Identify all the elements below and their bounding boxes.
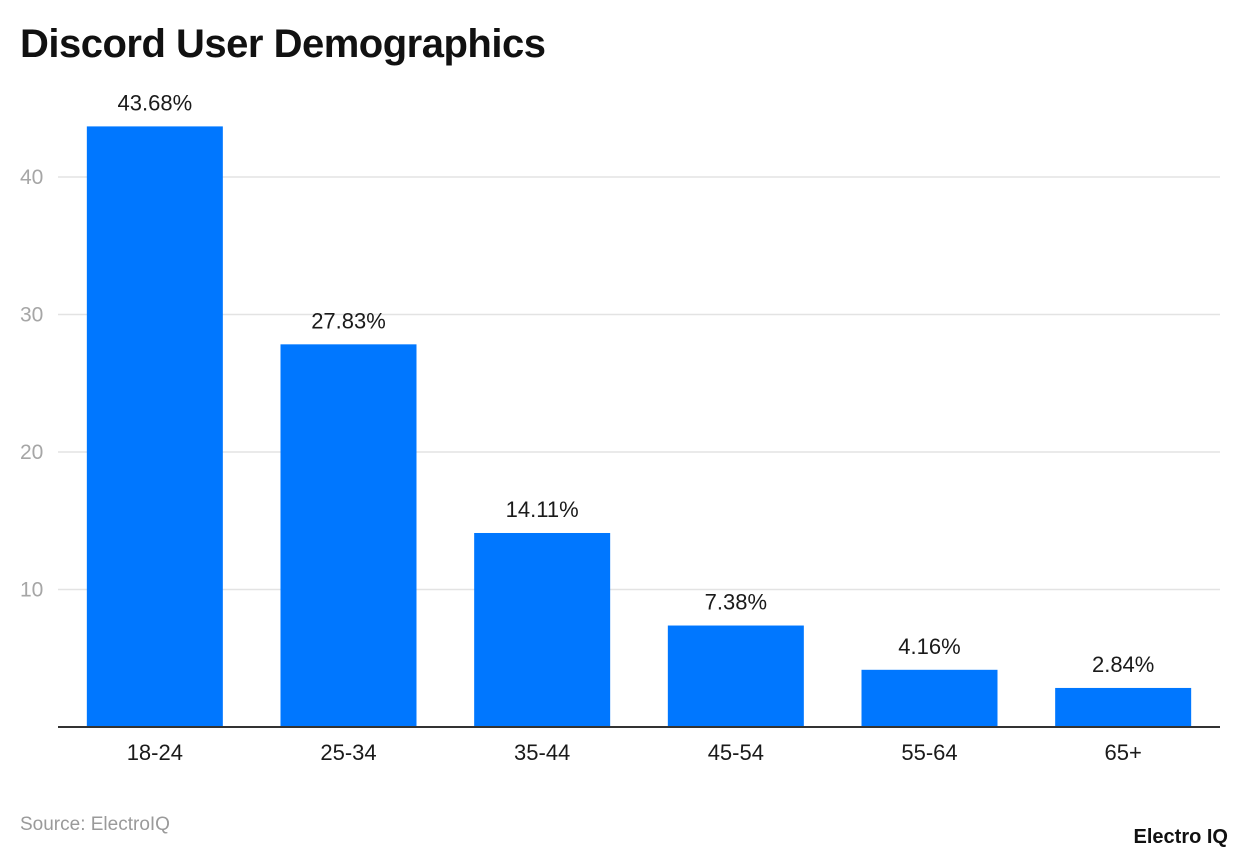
source-note: Source: ElectroIQ: [20, 814, 170, 835]
gridlines: [58, 176, 1220, 591]
data-label: 2.84%: [1092, 652, 1154, 677]
data-label: 27.83%: [311, 308, 386, 333]
x-tick-label: 35-44: [514, 740, 570, 765]
bars: [86, 126, 1192, 727]
data-label: 43.68%: [118, 90, 193, 115]
data-label: 14.11%: [506, 497, 579, 522]
data-label: 7.38%: [705, 590, 767, 615]
y-tick-label: 20: [20, 441, 43, 464]
chart-title: Discord User Demographics: [20, 22, 546, 66]
x-tick-label: 25-34: [320, 740, 376, 765]
bar: [1055, 687, 1192, 727]
bar: [667, 625, 804, 727]
x-tick-label: 18-24: [127, 740, 183, 765]
bar: [861, 669, 998, 727]
data-label: 4.16%: [898, 634, 960, 659]
x-tick-label: 55-64: [901, 740, 957, 765]
labels: 10 20 30 40 43.68% 18-24 27.83% 25-34 14.11% 35-4…: [20, 90, 1154, 765]
y-tick-label: 10: [20, 579, 43, 602]
y-tick-label: 30: [20, 304, 43, 327]
x-tick-label: 45-54: [708, 740, 764, 765]
y-tick-label: 40: [20, 166, 43, 189]
x-tick-label: 65+: [1105, 740, 1142, 765]
bar: [474, 532, 611, 727]
bar: [280, 344, 417, 727]
brand-logo: Electro IQ: [1133, 826, 1228, 848]
bar: [86, 126, 223, 727]
